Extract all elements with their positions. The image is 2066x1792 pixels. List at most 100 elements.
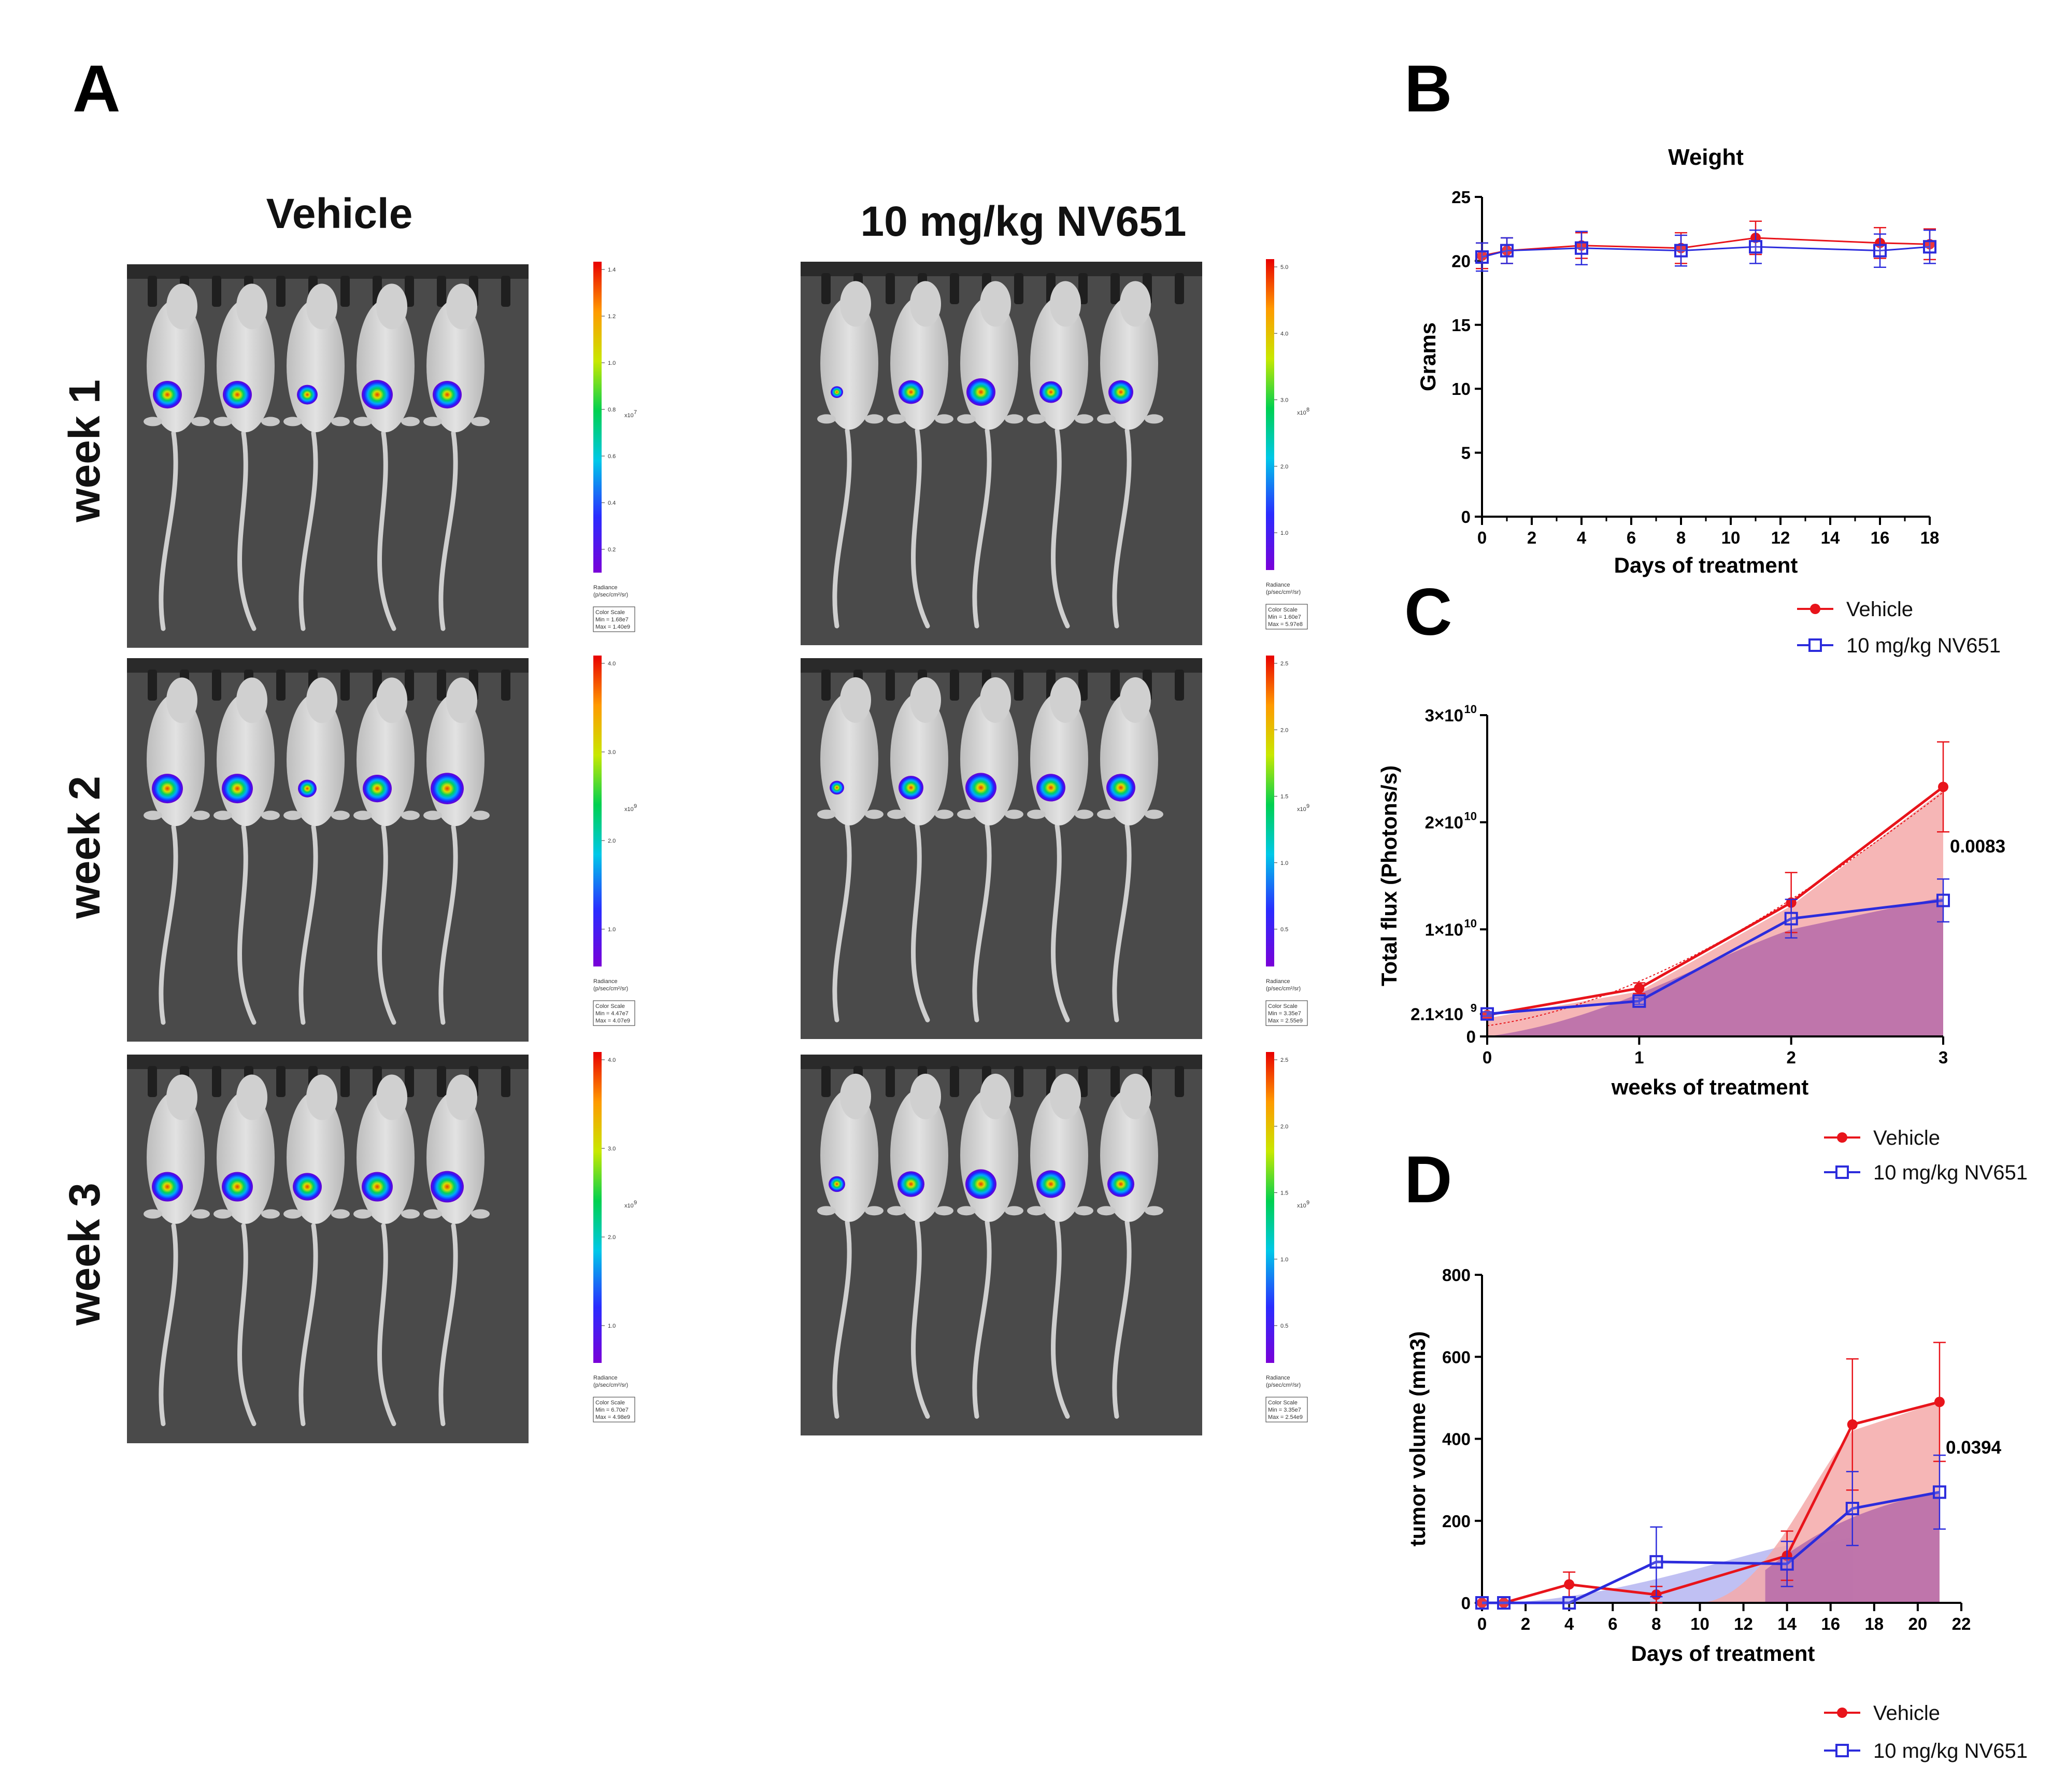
- nose-cone-manifold: [801, 262, 1202, 276]
- mouse-head: [1120, 677, 1151, 723]
- mouse: [213, 677, 280, 1025]
- mouse-tail: [1112, 823, 1132, 1022]
- mouse-head: [306, 677, 337, 723]
- colorbar-tick-label: 1.0: [1280, 860, 1288, 866]
- legend-b: Vehicle 10 mg/kg NV651: [1797, 598, 2001, 657]
- mouse-tail: [832, 823, 852, 1022]
- y-tick-exponent: 10: [1464, 810, 1477, 823]
- nose-cone: [950, 670, 959, 701]
- mouse-paw: [261, 417, 280, 426]
- nose-cone: [276, 1066, 286, 1097]
- mouse-paw: [817, 414, 836, 424]
- x-tick-label: 14: [1777, 1614, 1797, 1633]
- nose-cone: [276, 276, 286, 307]
- mouse-tail: [832, 1219, 852, 1419]
- mouse-paw: [353, 417, 372, 426]
- mouse: [817, 677, 884, 1022]
- colorbar-tick-label: 0.4: [608, 500, 616, 506]
- x-tick-label: 2: [1521, 1614, 1530, 1633]
- legend-marker-vehicle: [1837, 1132, 1847, 1143]
- mouse-paw: [817, 809, 836, 819]
- mouse: [144, 1074, 210, 1426]
- mouse-paw: [213, 417, 232, 426]
- mouse: [283, 283, 350, 631]
- x-tick-label: 16: [1821, 1614, 1840, 1633]
- mouse-paw: [1027, 414, 1046, 424]
- mouse-head: [236, 677, 267, 723]
- column-title-vehicle: Vehicle: [266, 190, 413, 237]
- color-scale-box: [593, 606, 635, 632]
- mouse: [887, 1073, 953, 1419]
- bli-image-tile: 5.0 4.0 3.0 2.0 1.0 x10 8 Radiance(p/sec/cm²/sr…: [801, 259, 1309, 645]
- nose-cone: [1014, 1066, 1023, 1097]
- mouse-head: [236, 1074, 267, 1120]
- data-point-vehicle: [1934, 1397, 1945, 1407]
- data-point-nv651: [1923, 240, 1936, 254]
- nose-cone: [437, 1066, 446, 1097]
- mouse-tail: [972, 428, 992, 629]
- mouse-tail: [298, 431, 318, 631]
- mouse-paw: [191, 1209, 210, 1219]
- nose-cone: [437, 276, 446, 307]
- color-scale-max: Max = 2.54e9: [1268, 1414, 1303, 1420]
- color-scale-max: Max = 4.98e9: [595, 1414, 630, 1420]
- color-scale-title: Color Scale: [1268, 607, 1298, 613]
- nose-cone: [405, 276, 414, 307]
- mouse-tail: [377, 1223, 396, 1426]
- mouse-paw: [957, 414, 976, 424]
- nose-cone: [501, 670, 510, 701]
- color-scale-min: Min = 3.35e7: [1268, 1407, 1301, 1413]
- mouse-head: [446, 283, 477, 330]
- legend-d-top: Vehicle 10 mg/kg NV651: [1824, 1127, 2028, 1184]
- mouse-head: [446, 1074, 477, 1120]
- x-tick-label: 8: [1651, 1614, 1661, 1633]
- mouse-tail: [1112, 1219, 1132, 1419]
- nose-cone: [1110, 1066, 1120, 1097]
- colorbar-tick-label: 0.5: [1280, 1323, 1288, 1329]
- mouse-paw: [283, 1209, 302, 1219]
- color-scale-box: [1265, 1000, 1308, 1026]
- colorbar-exponent-power: 9: [634, 1200, 637, 1206]
- mouse: [353, 283, 420, 631]
- nose-cone: [1110, 273, 1120, 304]
- colorbar-tick-label: 4.0: [608, 1057, 616, 1063]
- bioluminescence-signal: [153, 381, 182, 409]
- mouse-tail: [832, 428, 852, 629]
- chart-b-weight: Weight 0 5 10 15 20 25 0 2 4 6 8 10 12 14 16 18 Days of t…: [1416, 145, 2001, 657]
- mouse-head: [166, 677, 197, 723]
- data-point-nv651: [1873, 244, 1887, 258]
- mouse-paw: [957, 809, 976, 819]
- data-point-nv651: [1575, 241, 1588, 255]
- mouse: [1027, 1073, 1093, 1419]
- colorbar-gradient: [1266, 1052, 1274, 1363]
- bioluminescence-signal: [830, 780, 844, 795]
- legend-label: Vehicle: [1873, 1702, 1940, 1725]
- mouse-tail: [1112, 428, 1132, 629]
- legend-label: 10 mg/kg NV651: [1873, 1161, 2028, 1184]
- bioluminescence-signal: [362, 380, 393, 410]
- legend-marker-vehicle: [1837, 1708, 1847, 1718]
- colorbar-tick-label: 1.2: [608, 314, 616, 320]
- mouse-paw: [261, 810, 280, 820]
- colorbar-tick-label: 1.0: [608, 1323, 616, 1329]
- mouse-head: [376, 283, 407, 330]
- mouse-paw: [1145, 414, 1163, 424]
- colorbar-radiance-units: (p/sec/cm²/sr): [1266, 1382, 1301, 1388]
- color-scale-title: Color Scale: [1268, 1003, 1298, 1009]
- nose-cone: [1078, 273, 1088, 304]
- mouse-paw: [957, 1206, 976, 1216]
- chart-d-tumor-volume: Vehicle 10 mg/kg NV651 0 200 400 600 800 0 2 4 6 8 1…: [1405, 1127, 2028, 1762]
- colorbar-exponent: x10: [624, 1203, 634, 1209]
- nose-cone: [148, 1066, 157, 1097]
- color-scale: 5.0 4.0 3.0 2.0 1.0 x10 8 Radiance(p/sec/cm²/sr…: [1265, 259, 1309, 630]
- mouse-tail: [237, 431, 257, 631]
- mouse-head: [166, 283, 197, 330]
- colorbar-radiance-units: (p/sec/cm²/sr): [593, 1382, 628, 1388]
- x-tick-label: 18: [1920, 528, 1940, 547]
- color-scale-min: Min = 6.70e7: [595, 1407, 629, 1413]
- colorbar-exponent-power: 7: [634, 409, 637, 416]
- mouse-paw: [1145, 1206, 1163, 1216]
- mouse-paw: [331, 1209, 350, 1219]
- mouse-tail: [438, 431, 458, 631]
- mouse-tail: [159, 1223, 178, 1426]
